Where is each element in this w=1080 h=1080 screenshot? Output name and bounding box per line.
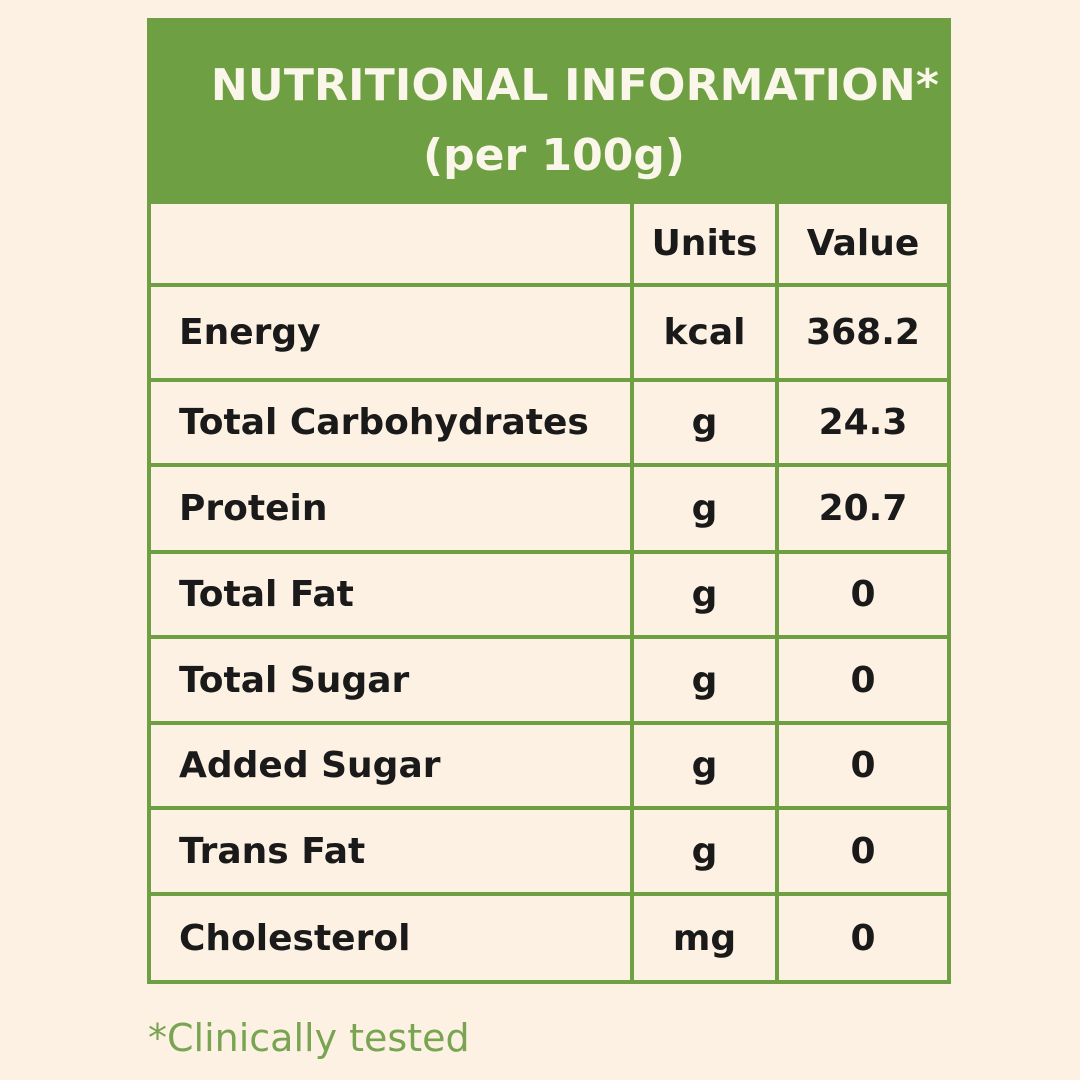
- nutrient-unit: mg: [634, 896, 775, 980]
- nutrient-unit: g: [634, 554, 775, 635]
- nutrient-name: Added Sugar: [151, 725, 630, 806]
- nutrition-table: NUTRITIONAL INFORMATION* (per 100g) Unit…: [147, 18, 951, 984]
- nutrient-name: Trans Fat: [151, 810, 630, 892]
- nutrient-unit: g: [634, 382, 775, 463]
- column-header-nutrient: [151, 204, 630, 283]
- nutrient-unit: g: [634, 467, 775, 550]
- nutrient-value: 0: [779, 639, 947, 721]
- nutrient-name: Total Fat: [151, 554, 630, 635]
- nutrient-value: 0: [779, 810, 947, 892]
- column-header-value: Value: [779, 204, 947, 283]
- nutrient-name: Total Carbohydrates: [151, 382, 630, 463]
- table-header: NUTRITIONAL INFORMATION* (per 100g): [147, 18, 951, 200]
- nutrient-value: 20.7: [779, 467, 947, 550]
- nutrient-value: 0: [779, 554, 947, 635]
- nutrient-name: Cholesterol: [151, 896, 630, 980]
- nutrient-name: Total Sugar: [151, 639, 630, 721]
- nutrient-unit: kcal: [634, 287, 775, 378]
- nutrient-value: 24.3: [779, 382, 947, 463]
- column-header-units: Units: [634, 204, 775, 283]
- nutrient-unit: g: [634, 810, 775, 892]
- nutrient-unit: g: [634, 639, 775, 721]
- nutrient-value: 368.2: [779, 287, 947, 378]
- nutrient-unit: g: [634, 725, 775, 806]
- table-title: NUTRITIONAL INFORMATION*: [210, 60, 940, 111]
- nutrient-value: 0: [779, 725, 947, 806]
- nutrient-name: Protein: [151, 467, 630, 550]
- footnote: *Clinically tested: [148, 1016, 470, 1060]
- nutrient-value: 0: [779, 896, 947, 980]
- table-subtitle: (per 100g): [423, 130, 685, 181]
- nutrient-name: Energy: [151, 287, 630, 378]
